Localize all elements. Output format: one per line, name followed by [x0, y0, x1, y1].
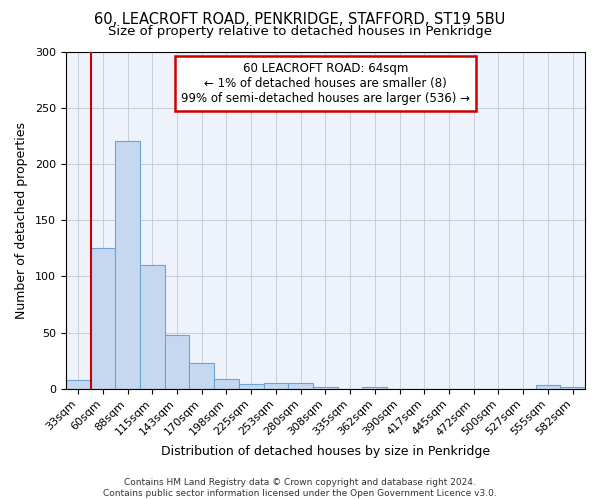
Text: Contains HM Land Registry data © Crown copyright and database right 2024.
Contai: Contains HM Land Registry data © Crown c… — [103, 478, 497, 498]
Bar — [560, 386, 585, 389]
Bar — [190, 363, 214, 389]
Bar — [362, 386, 387, 389]
Bar — [263, 383, 289, 389]
Bar — [239, 384, 263, 389]
Bar — [164, 335, 190, 389]
Text: 60 LEACROFT ROAD: 64sqm
← 1% of detached houses are smaller (8)
99% of semi-deta: 60 LEACROFT ROAD: 64sqm ← 1% of detached… — [181, 62, 470, 104]
Bar — [115, 142, 140, 389]
Text: 60, LEACROFT ROAD, PENKRIDGE, STAFFORD, ST19 5BU: 60, LEACROFT ROAD, PENKRIDGE, STAFFORD, … — [94, 12, 506, 28]
Bar — [536, 386, 560, 389]
Text: Size of property relative to detached houses in Penkridge: Size of property relative to detached ho… — [108, 25, 492, 38]
Bar — [313, 386, 338, 389]
X-axis label: Distribution of detached houses by size in Penkridge: Distribution of detached houses by size … — [161, 444, 490, 458]
Bar — [140, 265, 164, 389]
Y-axis label: Number of detached properties: Number of detached properties — [15, 122, 28, 318]
Bar — [289, 383, 313, 389]
Bar — [214, 378, 239, 389]
Bar — [66, 380, 91, 389]
Bar — [91, 248, 115, 389]
